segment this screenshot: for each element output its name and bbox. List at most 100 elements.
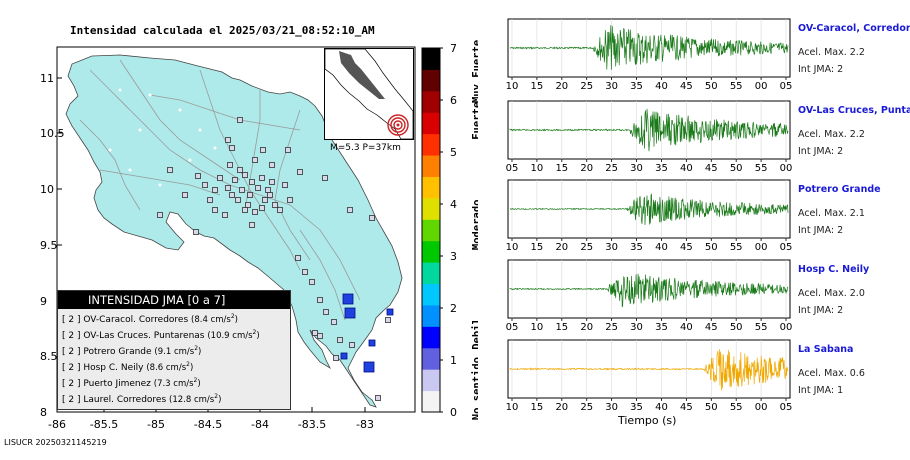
seismogram-tick-label: 45 — [705, 163, 718, 174]
legend-accel-exponent: 2 — [194, 345, 199, 352]
station-marker — [285, 147, 291, 153]
city-dot — [178, 108, 182, 112]
station-marker — [337, 337, 343, 343]
seismogram-tick-label: 20 — [555, 402, 568, 413]
station-marker — [282, 182, 288, 188]
seismogram-tick-label: 10 — [506, 402, 519, 413]
seismogram-waveform — [509, 349, 789, 391]
station-marker — [232, 177, 238, 183]
station-marker — [385, 317, 391, 323]
seismogram-station-name: Hosp C. Neily — [798, 264, 870, 275]
colorbar-segment — [422, 304, 440, 327]
seismogram-station-name: OV-Caracol, Corredore — [798, 23, 910, 34]
colorbar-tick-label: 4 — [450, 198, 457, 211]
legend-accel-exponent: 2 — [230, 313, 235, 320]
intensity-legend: INTENSIDAD JMA [0 a 7] [ 2 ] OV-Caracol.… — [57, 290, 291, 410]
seismogram-tick-label: 50 — [730, 163, 743, 174]
station-marker — [217, 175, 223, 181]
station-marker — [242, 207, 248, 213]
seismogram-frame — [507, 259, 791, 319]
colorbar-segment — [422, 112, 440, 135]
seismogram-tick-label: 25 — [580, 242, 593, 253]
station-marker — [317, 333, 323, 339]
road-line — [79, 119, 141, 211]
colorbar-frame — [421, 47, 441, 413]
seismogram-tick-label: 25 — [580, 81, 593, 92]
road-network — [79, 59, 361, 321]
station-marker — [245, 202, 251, 208]
station-marker — [225, 185, 231, 191]
colorbar-segment — [422, 176, 440, 199]
station-marker — [333, 355, 339, 361]
city-dot — [158, 183, 162, 187]
colorbar-segment — [422, 262, 440, 285]
station-marker — [195, 173, 201, 179]
station-marker — [193, 229, 199, 235]
station-marker — [269, 162, 275, 168]
seismogram-tick-label: 45 — [680, 81, 693, 92]
legend-row: [ 2 ] Laurel. Corredores (12.8 cm/s2) — [58, 389, 290, 405]
lon-tick-label: -85 — [147, 418, 165, 431]
legend-accel-exponent: 2 — [252, 329, 257, 336]
legend-station-name: Puerto Jimenez — [83, 379, 154, 389]
colorbar-tick-label: 0 — [450, 406, 457, 419]
seismogram-tick-label: 30 — [605, 242, 618, 253]
legend-row: [ 2 ] OV-Caracol. Corredores (8.4 cm/s2) — [58, 309, 290, 325]
seismogram-tick-label: 20 — [555, 242, 568, 253]
legend-accel: (8.6 cm/s — [146, 363, 187, 373]
footer-code: LISUCR 20250321145219 — [4, 438, 107, 447]
station-marker — [207, 197, 213, 203]
colorbar-segment — [422, 133, 440, 156]
seismogram-tick-label: 10 — [531, 163, 544, 174]
city-dot — [128, 168, 132, 172]
epicenter-marker — [387, 114, 409, 136]
colorbar-segment — [422, 283, 440, 306]
intensity-map-panel: Intensidad calculada el 2025/03/21_08:52… — [40, 24, 478, 431]
station-marker-highlighted — [340, 352, 348, 360]
station-marker — [239, 187, 245, 193]
seismogram-int-jma: Int JMA: 2 — [798, 64, 844, 75]
seismogram-tick-label: 40 — [680, 322, 693, 333]
colorbar-tick-label: 2 — [450, 302, 457, 315]
city-dot — [138, 128, 142, 132]
station-marker — [247, 192, 253, 198]
station-marker — [255, 185, 261, 191]
seismogram-tick-label: 30 — [630, 322, 643, 333]
colorbar-tick-label: 3 — [450, 250, 457, 263]
lat-tick-label: 9 — [40, 295, 47, 308]
road-line — [89, 69, 361, 301]
lon-tick-label: -84 — [251, 418, 269, 431]
colorbar-category-label: Debil — [471, 318, 478, 350]
station-marker — [347, 207, 353, 213]
legend-level: [ 2 ] — [62, 379, 84, 389]
seismogram-tick-label: 50 — [705, 81, 718, 92]
seismogram: 10 15 20 25 30 35 40 45 50 55 00 05 — [506, 339, 792, 413]
legend-row: [ 2 ] OV-Las Cruces. Puntarenas (10.9 cm… — [58, 325, 290, 341]
lat-tick-label: 10 — [40, 183, 54, 196]
seismogram-accel-max: Acel. Max. 2.1 — [798, 208, 865, 219]
seismogram-tick-label: 05 — [780, 242, 793, 253]
station-marker — [322, 175, 328, 181]
legend-level: [ 2 ] — [62, 347, 84, 357]
seismogram-accel-max: Acel. Max. 2.2 — [798, 47, 865, 58]
station-marker — [265, 187, 271, 193]
station-marker-highlighted — [368, 339, 376, 347]
legend-station-name: OV-Caracol. Corredores — [83, 315, 192, 325]
epicenter-ring — [393, 120, 403, 130]
seismogram-tick-label: 40 — [655, 402, 668, 413]
colorbar-segment — [422, 197, 440, 220]
lat-tick-label: 11 — [40, 72, 54, 85]
station-marker — [259, 205, 265, 211]
colorbar-segment — [422, 347, 440, 370]
colorbar-segment — [422, 69, 440, 92]
seismogram-station-name: Potrero Grande — [798, 184, 881, 195]
time-axis-label: Tiempo (s) — [618, 414, 677, 427]
seismogram-accel-max: Acel. Max. 0.6 — [798, 368, 865, 379]
station-marker-highlighted — [344, 307, 356, 319]
seismogram-tick-label: 45 — [680, 242, 693, 253]
seismogram-tick-label: 25 — [605, 163, 618, 174]
lat-tick-label: 8 — [40, 406, 47, 419]
seismogram-waveform — [509, 193, 789, 226]
colorbar-segment — [422, 369, 440, 392]
seismogram-tick-label: 40 — [655, 81, 668, 92]
